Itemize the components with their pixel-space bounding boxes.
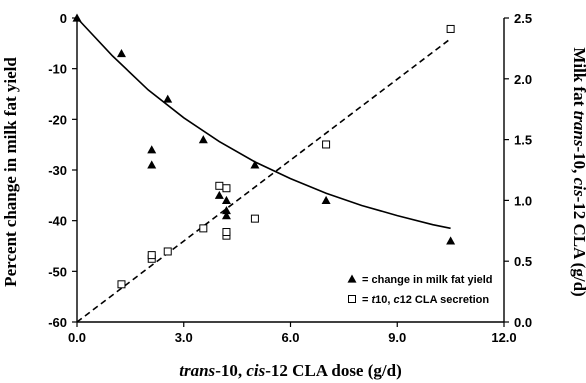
y-left-tick-label: -60: [48, 315, 67, 330]
x-tick-label: 3.0: [175, 330, 193, 345]
fit-lines: [76, 17, 452, 323]
y-left-tick-label: -50: [48, 264, 67, 279]
y-right-tick-label: 0.0: [514, 315, 532, 330]
milk-fat-yield-fit-curve: [76, 17, 451, 230]
y-left-tick-label: 0: [60, 11, 67, 26]
cla-secretion-point: [117, 280, 126, 289]
milk-fat-yield-point: [221, 206, 231, 215]
milk-fat-yield-point: [446, 236, 456, 245]
milk-fat-yield-point: [214, 190, 224, 199]
cla-secretion-point: [322, 140, 331, 149]
milk-fat-yield-point: [72, 13, 82, 22]
milk-fat-yield-point: [250, 160, 260, 169]
milk-fat-yield-point: [116, 48, 126, 58]
cla-secretion-point: [199, 224, 208, 233]
x-axis-title: trans-10, cis-12 CLA dose (g/d): [179, 361, 401, 380]
milk-fat-yield-point: [147, 145, 157, 154]
milk-fat-yield-point: [163, 94, 173, 103]
cla-secretion-point: [222, 228, 231, 237]
x-tick-label: 12.0: [491, 330, 516, 345]
cla-secretion-point: [250, 214, 259, 223]
cla-secretion-point: [222, 184, 231, 193]
data-points: [72, 13, 456, 289]
milk-fat-yield-point: [198, 135, 208, 144]
milk-fat-yield-point: [221, 211, 231, 220]
cla-secretion-point: [147, 251, 156, 260]
x-tick-label: 9.0: [388, 330, 406, 345]
y-axis-right-title: Milk fat trans-10, cis-12 CLA (g/d): [570, 47, 586, 296]
x-tick-label: 6.0: [281, 330, 299, 345]
axes: 0.0 3.0 6.0 9.0 12.0 0 -10 -20 -30 -40 -50 -60 2.5 2.…: [48, 11, 532, 345]
legend-entry-milk-fat-yield: = change in milk fat yield: [362, 274, 493, 286]
milk-fat-yield-point: [147, 160, 157, 169]
cla-secretion-fit-line: [76, 38, 452, 323]
cla-secretion-point: [215, 181, 224, 190]
x-tick-label: 0.0: [68, 330, 86, 345]
y-right-tick-label: 0.5: [514, 254, 532, 269]
legend: = change in milk fat yield = t10, c12 CL…: [347, 274, 493, 306]
y-axis-left-title: Percent change in milk fat yield: [1, 57, 20, 287]
cla-secretion-point: [446, 24, 455, 33]
y-right-tick-label: 1.5: [514, 133, 532, 148]
legend-entry-cla-secretion: = t10, c12 CLA secretion: [362, 294, 489, 306]
y-left-tick-label: -30: [48, 163, 67, 178]
axis-labels: trans-10, cis-12 CLA dose (g/d) Percent …: [1, 47, 586, 380]
legend-square-icon: [348, 295, 356, 303]
y-left-tick-label: -10: [48, 62, 67, 77]
cla-secretion-point: [163, 247, 172, 256]
y-left-tick-label: -40: [48, 214, 67, 229]
y-right-tick-label: 2.5: [514, 11, 532, 26]
legend-triangle-icon: [347, 274, 357, 283]
y-left-tick-label: -20: [48, 112, 67, 127]
milk-fat-yield-point: [321, 195, 331, 204]
milk-fat-yield-point: [221, 195, 231, 204]
y-right-tick-label: 2.0: [514, 72, 532, 87]
y-right-tick-label: 1.0: [514, 193, 532, 208]
